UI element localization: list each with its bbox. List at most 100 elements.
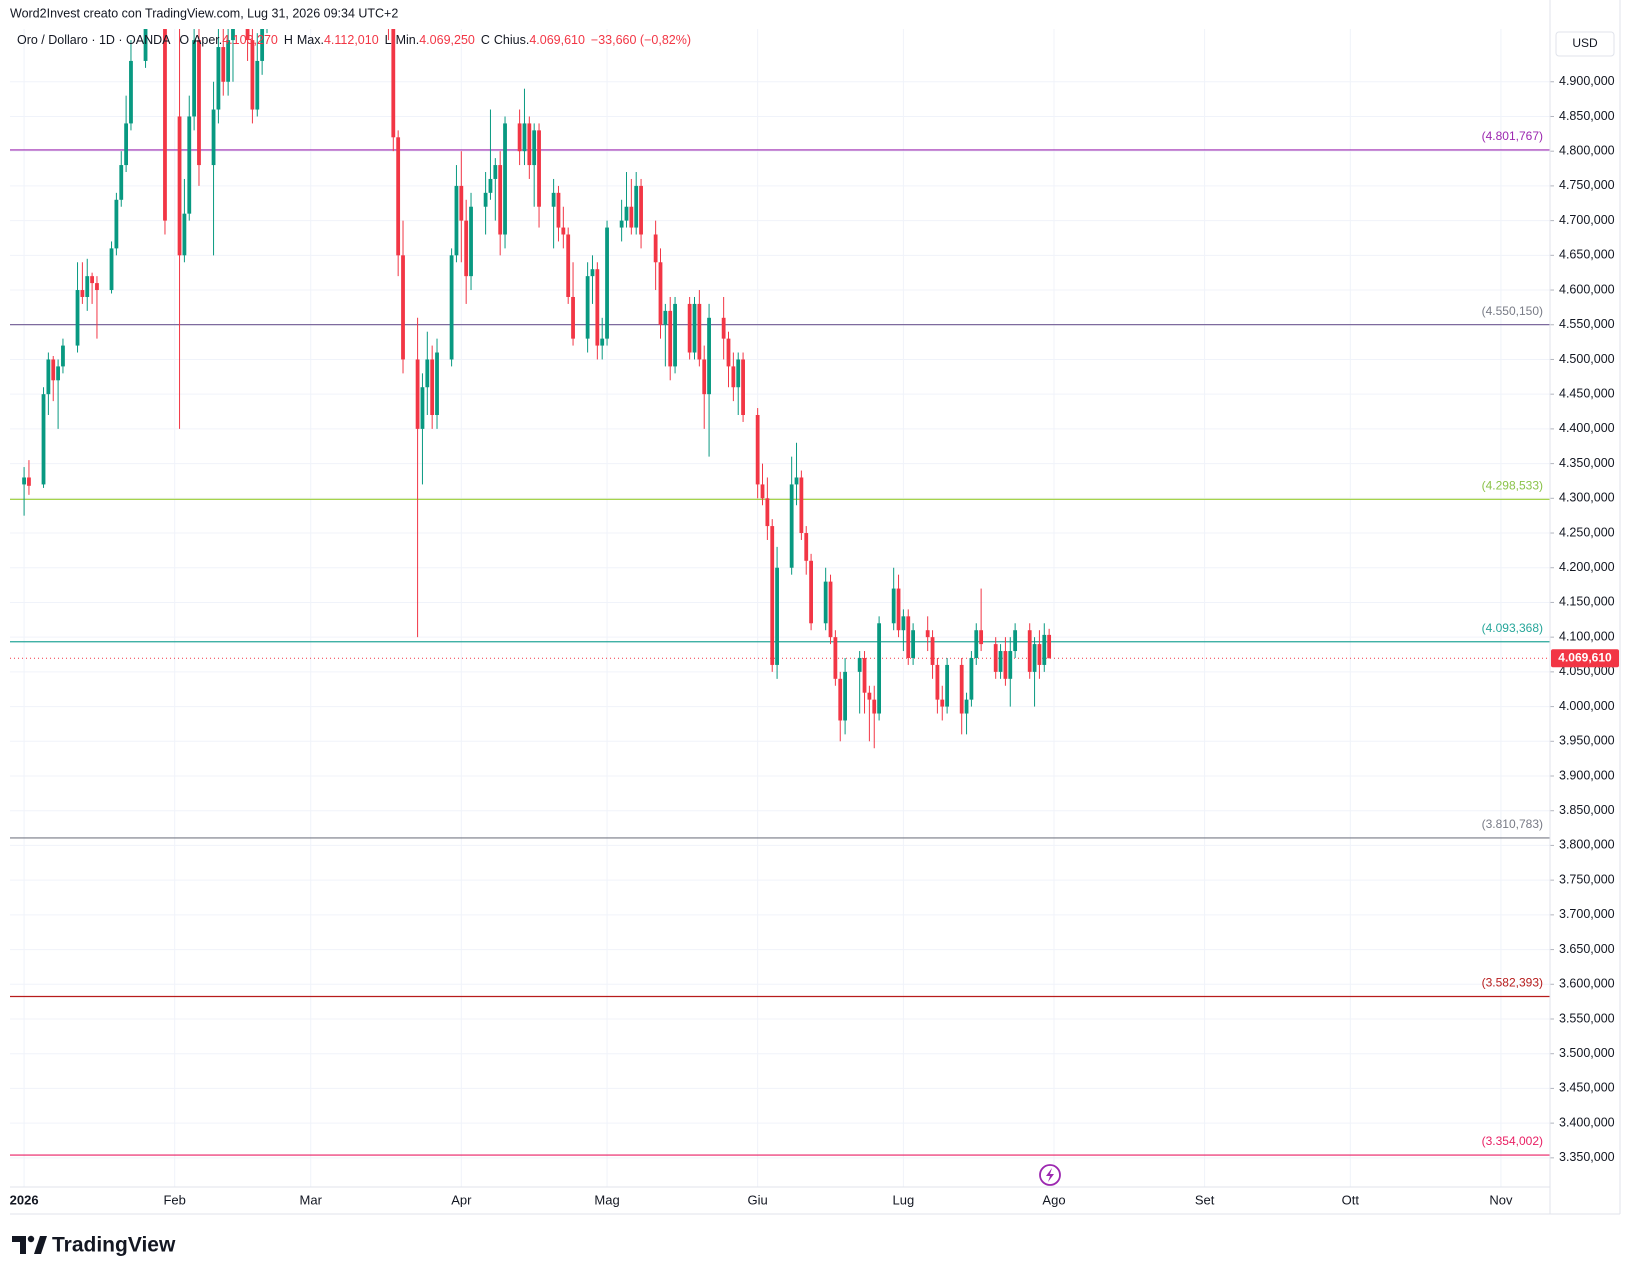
currency-box[interactable] <box>1555 31 1615 57</box>
candle-body <box>41 394 46 485</box>
legend-value: 4.069,610 <box>529 33 585 47</box>
candle-body <box>556 192 561 228</box>
candle-layer <box>22 29 1052 749</box>
candle-body <box>595 269 600 346</box>
candle-body <box>1013 630 1018 652</box>
y-tick-label: 4.900,000 <box>1559 74 1615 88</box>
candle-body <box>1003 651 1008 679</box>
candle-body <box>527 123 532 166</box>
candle-body <box>192 40 197 117</box>
candle-body <box>707 317 711 395</box>
candle-body <box>964 699 969 714</box>
last-price-box <box>1551 649 1619 668</box>
candle-body <box>109 248 114 291</box>
candle-body <box>930 637 935 665</box>
y-tick-label: 4.300,000 <box>1559 491 1615 505</box>
candle-body <box>872 699 877 714</box>
y-tick-label: 4.150,000 <box>1559 595 1615 609</box>
candle-body <box>658 262 663 325</box>
candle-body <box>1037 644 1042 665</box>
currency[interactable]: USD <box>1572 36 1598 50</box>
candle-body <box>692 303 697 353</box>
y-tick-label: 3.800,000 <box>1559 838 1615 852</box>
candle-body <box>770 526 775 665</box>
candle-body <box>163 29 167 221</box>
candle-body <box>435 352 439 415</box>
legend-key: O <box>179 33 189 47</box>
candle-body <box>211 109 216 166</box>
brand: TradingView <box>52 1234 176 1257</box>
candle-body <box>585 276 590 339</box>
candle-body <box>51 359 56 381</box>
candle-body <box>1047 634 1052 659</box>
level-label: (4.801,767) <box>1482 129 1543 143</box>
candle-body <box>1027 630 1032 672</box>
candle-body <box>590 269 595 277</box>
candle-body <box>22 477 26 485</box>
candle-body <box>697 303 702 360</box>
candle-body <box>639 185 643 235</box>
candle-body <box>789 484 794 568</box>
candle-body <box>498 165 503 235</box>
candle-body <box>969 657 974 700</box>
candle-body <box>828 581 833 638</box>
alert-icon[interactable] <box>1039 1164 1061 1186</box>
candle-body <box>80 290 85 297</box>
candle-body <box>906 616 911 658</box>
x-tick-label: Apr <box>451 1192 472 1207</box>
candle-body <box>187 116 192 214</box>
candle-body <box>673 303 677 367</box>
candle-body <box>1032 644 1037 672</box>
x-tick-label: Nov <box>1489 1192 1513 1207</box>
candle-body <box>940 699 945 707</box>
candle-body <box>114 199 119 249</box>
candle-body <box>61 345 65 367</box>
candle-body <box>765 498 770 527</box>
candle-body <box>993 644 998 672</box>
candle-body <box>488 178 493 193</box>
y-tick-label: 4.350,000 <box>1559 456 1615 470</box>
y-tick-label: 4.000,000 <box>1559 699 1615 713</box>
candle-body <box>891 588 896 624</box>
candle-body <box>974 630 979 658</box>
y-tick-label: 4.100,000 <box>1559 629 1615 643</box>
candle-body <box>46 359 51 395</box>
candle-body <box>396 137 401 256</box>
y-tick-label: 4.650,000 <box>1559 248 1615 262</box>
candle-body <box>469 206 473 277</box>
y-tick-label: 3.450,000 <box>1559 1081 1615 1095</box>
candle-body <box>809 560 813 624</box>
brand-logo <box>12 1235 47 1254</box>
legend: Oro / Dollaro · 1D · OANDA O Aper.4.103,2… <box>17 33 691 47</box>
y-tick-label: 3.750,000 <box>1559 872 1615 886</box>
candle-body <box>896 588 901 631</box>
candle-body <box>226 40 231 82</box>
candle-body <box>56 366 60 381</box>
candle-body <box>90 276 95 284</box>
candle-body <box>605 227 609 339</box>
legend-label: Chius. <box>494 33 529 47</box>
candle-body <box>833 637 838 679</box>
candle-body <box>231 29 235 41</box>
candle-body <box>945 664 950 707</box>
y-tick-label: 4.500,000 <box>1559 352 1615 366</box>
candle-body <box>624 206 629 221</box>
candle-body <box>177 116 182 256</box>
symbol-title: Oro / Dollaro · 1D · OANDA <box>17 33 171 47</box>
y-tick-label: 3.550,000 <box>1559 1011 1615 1025</box>
x-tick-label: Lug <box>893 1192 915 1207</box>
candle-body <box>998 651 1003 672</box>
watermark: Word2Invest creato con TradingView.com, … <box>10 6 398 20</box>
y-tick-label: 4.200,000 <box>1559 560 1615 574</box>
candle-body <box>483 192 488 207</box>
candle-body <box>702 359 707 395</box>
candle-body <box>493 165 498 179</box>
candle-body <box>532 130 537 166</box>
legend-value: 4.069,250 <box>419 33 475 47</box>
candle-body <box>755 415 760 485</box>
candle-body <box>823 581 828 624</box>
y-tick-label: 3.950,000 <box>1559 734 1615 748</box>
candle-body <box>877 623 882 714</box>
